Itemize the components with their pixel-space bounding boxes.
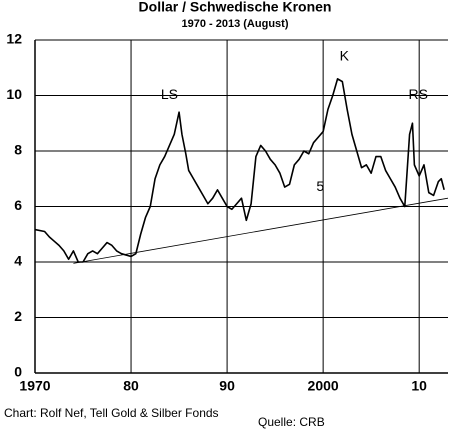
footer-quelle: Quelle: CRB: [258, 415, 325, 429]
x-tick-label: 2000: [308, 378, 339, 394]
y-tick-label: 0: [14, 364, 22, 380]
annotation: LS: [161, 86, 178, 102]
chart-subtitle: 1970 - 2013 (August): [182, 18, 289, 30]
y-tick-label: 12: [6, 31, 22, 47]
annotation: K: [340, 47, 350, 63]
x-tick-label: 10: [411, 378, 427, 394]
series-line: [34, 78, 445, 263]
x-tick-label: 90: [219, 378, 235, 394]
footer-source: Chart: Rolf Nef, Tell Gold & Silber Fond…: [4, 406, 219, 420]
x-tick-label: 1970: [19, 378, 50, 394]
y-tick-label: 8: [14, 142, 22, 158]
y-tick-label: 4: [14, 253, 22, 269]
annotation: 5: [316, 178, 324, 194]
y-tick-label: 2: [14, 308, 22, 324]
annotation: RS: [408, 86, 427, 102]
chart-title: Dollar / Schwedische Kronen: [139, 0, 332, 15]
y-tick-label: 10: [6, 86, 22, 102]
x-tick-label: 80: [123, 378, 139, 394]
y-tick-label: 6: [14, 197, 22, 213]
trend-line: [73, 197, 449, 264]
